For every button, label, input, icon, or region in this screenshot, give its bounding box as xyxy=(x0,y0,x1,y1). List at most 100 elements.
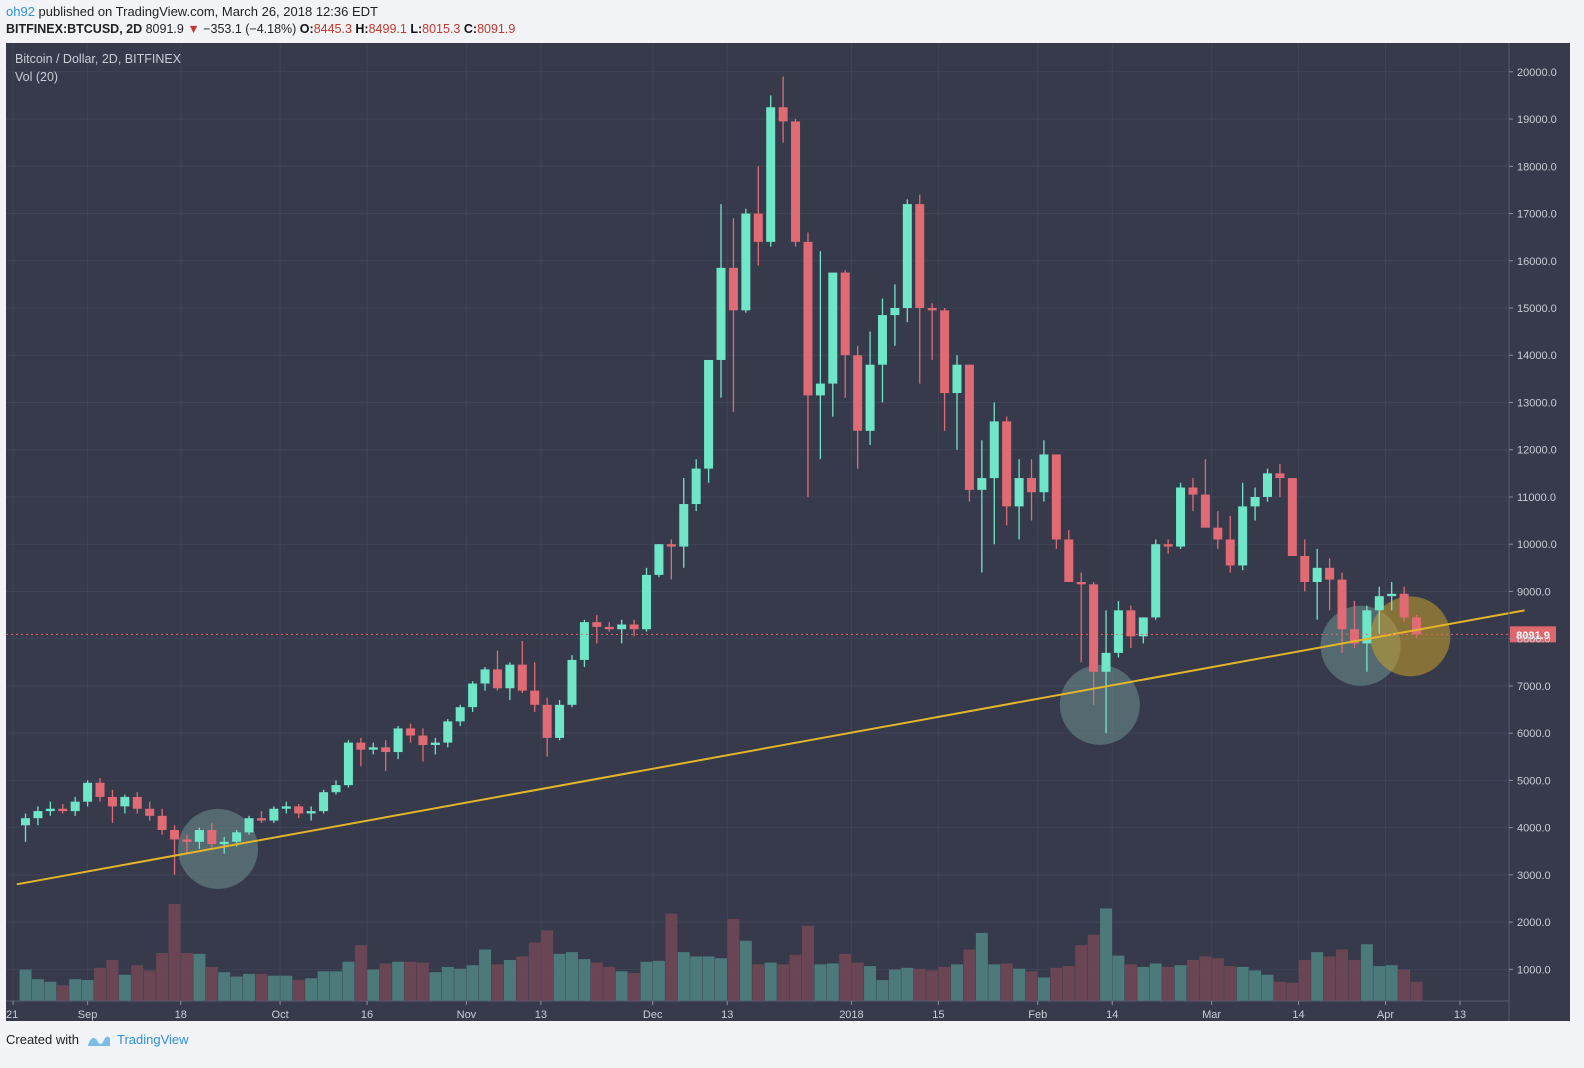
candle-body xyxy=(406,728,416,736)
candle-body xyxy=(654,544,664,575)
candle-body xyxy=(1002,421,1012,507)
candle-body xyxy=(319,792,329,812)
volume-bar xyxy=(1013,968,1026,1001)
candle-body xyxy=(890,308,900,316)
volume-bar xyxy=(1025,971,1038,1001)
candle-body xyxy=(1188,487,1198,495)
candle-body xyxy=(989,421,999,479)
trendline[interactable] xyxy=(16,609,1525,886)
footer: Created with TradingView xyxy=(6,1032,189,1047)
tradingview-brand: TradingView xyxy=(116,1032,189,1047)
volume-bar xyxy=(180,952,193,1001)
volume-bar xyxy=(243,973,256,1001)
volume-bar xyxy=(1075,945,1088,1001)
candle-body xyxy=(1225,539,1235,566)
chart-area[interactable]: 8091.9 1000.0 2000.0 3000.0 4000.0 5000.0 600… xyxy=(6,43,1570,1021)
candle-body xyxy=(170,830,180,840)
candle-body xyxy=(766,107,776,242)
candle-body xyxy=(368,747,378,750)
volume-bar xyxy=(267,975,280,1001)
volume-bar xyxy=(56,985,69,1001)
highlight-circle xyxy=(178,808,259,889)
volume-bar xyxy=(1224,966,1237,1001)
candle-body xyxy=(704,359,714,469)
author-link[interactable]: oh92 xyxy=(6,4,35,19)
volume-bar xyxy=(1186,959,1199,1001)
candle-body xyxy=(95,782,105,797)
candle-body xyxy=(1051,454,1061,540)
volume-bar xyxy=(926,970,939,1001)
volume-bar xyxy=(764,962,777,1001)
volume-bar xyxy=(1261,974,1274,1001)
x-tick-label: 13 xyxy=(1454,1009,1466,1021)
published-text: published on TradingView.com, March 26, … xyxy=(38,4,378,19)
volume-bar xyxy=(1149,963,1162,1001)
high-label: H: xyxy=(355,22,369,36)
candle-body xyxy=(83,782,93,802)
volume-bar xyxy=(491,964,504,1001)
down-arrow-icon: ▼ xyxy=(187,22,200,36)
candle-body xyxy=(107,796,117,807)
y-tick-label: 3000.0 xyxy=(1517,870,1551,882)
volume-bar xyxy=(218,972,231,1001)
candle-body xyxy=(480,669,490,684)
candle-body xyxy=(1412,617,1422,635)
y-tick-label: 5000.0 xyxy=(1517,775,1551,787)
candle-body xyxy=(219,841,229,845)
volume-bar xyxy=(615,971,628,1001)
candle-body xyxy=(952,364,962,394)
candle-body xyxy=(393,728,403,753)
volume-bar xyxy=(1311,952,1324,1001)
candle-body xyxy=(642,574,651,630)
y-tick-label: 17000.0 xyxy=(1517,209,1557,221)
candle-body xyxy=(343,742,353,786)
y-tick-label: 1000.0 xyxy=(1517,964,1551,976)
candle-body xyxy=(1014,478,1024,507)
candle-body xyxy=(1113,610,1123,653)
low-label: L: xyxy=(410,22,423,36)
price-tag-box xyxy=(1510,626,1556,643)
volume-bar xyxy=(1124,964,1137,1001)
y-tick-label: 13000.0 xyxy=(1517,397,1557,409)
y-tick-label: 18000.0 xyxy=(1517,161,1557,173)
candle-body xyxy=(579,622,589,660)
volume-bar xyxy=(1199,956,1212,1001)
volume-bar xyxy=(864,966,877,1001)
candle-body xyxy=(865,364,875,431)
candle-body xyxy=(853,355,863,431)
close-label: C: xyxy=(463,22,478,36)
candle-body xyxy=(964,364,974,490)
volume-bar xyxy=(1249,970,1262,1001)
candle-body xyxy=(1138,617,1148,637)
candle-body xyxy=(1399,593,1409,618)
tradingview-link[interactable]: TradingView xyxy=(87,1032,189,1047)
volume-bar xyxy=(1323,956,1336,1001)
x-tick-label: 13 xyxy=(535,1009,547,1021)
candle-body xyxy=(778,107,788,122)
x-tick-label: 14 xyxy=(1106,1009,1118,1021)
candle-body xyxy=(803,241,813,396)
volume-bar xyxy=(441,966,454,1001)
x-tick-label: 14 xyxy=(1292,1009,1304,1021)
candle-body xyxy=(815,383,825,396)
symbol-label: BITFINEX:BTCUSD, 2D xyxy=(6,22,143,36)
volume-bar xyxy=(1298,959,1311,1001)
volume-bar xyxy=(677,952,690,1001)
candle-body xyxy=(1337,579,1347,630)
candle-body xyxy=(828,272,838,384)
volume-bar xyxy=(553,953,566,1001)
candle-body xyxy=(517,664,527,691)
low-value: 8015.3 xyxy=(422,22,461,36)
candle-body xyxy=(666,544,676,547)
candle-body xyxy=(1101,652,1111,672)
candle-body xyxy=(1176,487,1186,547)
candlestick-chart[interactable]: 8091.9 1000.0 2000.0 3000.0 4000.0 5000.0 600… xyxy=(6,43,1570,1021)
candle-body xyxy=(1151,544,1161,618)
volume-bar xyxy=(1398,969,1411,1001)
volume-bar xyxy=(342,961,355,1001)
volume-bar xyxy=(1112,955,1125,1001)
volume-bar xyxy=(1286,982,1299,1001)
candle-body xyxy=(716,267,726,360)
volume-bar xyxy=(330,971,342,1001)
candle-body xyxy=(741,213,751,311)
